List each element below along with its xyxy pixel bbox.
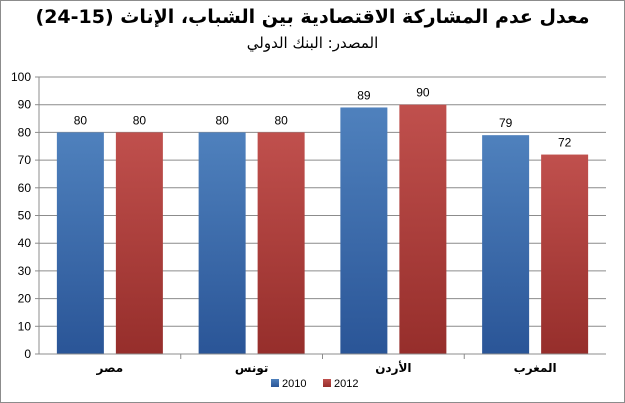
legend-swatch-2010	[271, 379, 279, 387]
bar-2012-0	[115, 132, 163, 354]
bars	[56, 104, 589, 354]
legend-swatch-2012	[323, 379, 331, 387]
chart-subtitle: المصدر: البنك الدولي	[246, 34, 379, 52]
data-label: 80	[133, 113, 147, 127]
y-tick-label: 20	[18, 292, 32, 306]
y-tick-label: 0	[24, 347, 31, 361]
data-label: 80	[74, 113, 88, 127]
legend-label-2010: 2010	[282, 378, 306, 390]
x-tick-label: مصر	[96, 361, 124, 375]
data-labels: 80 80 80 80 89 90 79 72	[74, 86, 572, 150]
bar-2010-3	[482, 135, 530, 354]
bar-2010-1	[198, 132, 246, 354]
data-label: 90	[416, 86, 430, 100]
data-label: 72	[558, 136, 572, 150]
y-tick-label: 70	[18, 153, 32, 167]
x-tick-label: الأردن	[375, 360, 411, 375]
y-tick-label: 10	[18, 319, 32, 333]
chart-title: معدل عدم المشاركة الاقتصادية بين الشباب،…	[35, 6, 590, 28]
bar-2012-2	[399, 104, 447, 354]
y-tick-label: 60	[18, 181, 32, 195]
x-axis: مصر تونس الأردن المغرب	[39, 353, 606, 376]
x-tick-label: تونس	[235, 361, 269, 376]
y-tick-label: 50	[18, 209, 32, 223]
data-label: 80	[274, 113, 288, 127]
legend-label-2012: 2012	[334, 378, 358, 390]
data-label: 89	[357, 88, 371, 102]
y-tick-label: 80	[18, 125, 32, 139]
data-label: 80	[215, 113, 229, 127]
y-tick-label: 100	[11, 70, 31, 84]
y-tick-label: 40	[18, 236, 32, 250]
x-tick-label: المغرب	[514, 361, 557, 375]
bar-2012-1	[257, 132, 305, 354]
y-tick-label: 30	[18, 264, 32, 278]
bar-2010-2	[340, 107, 388, 354]
bar-2010-0	[56, 132, 104, 354]
y-axis: 0 10 20 30 40 50 60 70 80 90 100	[11, 70, 40, 361]
y-tick-label: 90	[18, 98, 32, 112]
legend: 2010 2012	[271, 378, 358, 390]
bar-2012-3	[541, 154, 589, 354]
data-label: 79	[499, 116, 513, 130]
